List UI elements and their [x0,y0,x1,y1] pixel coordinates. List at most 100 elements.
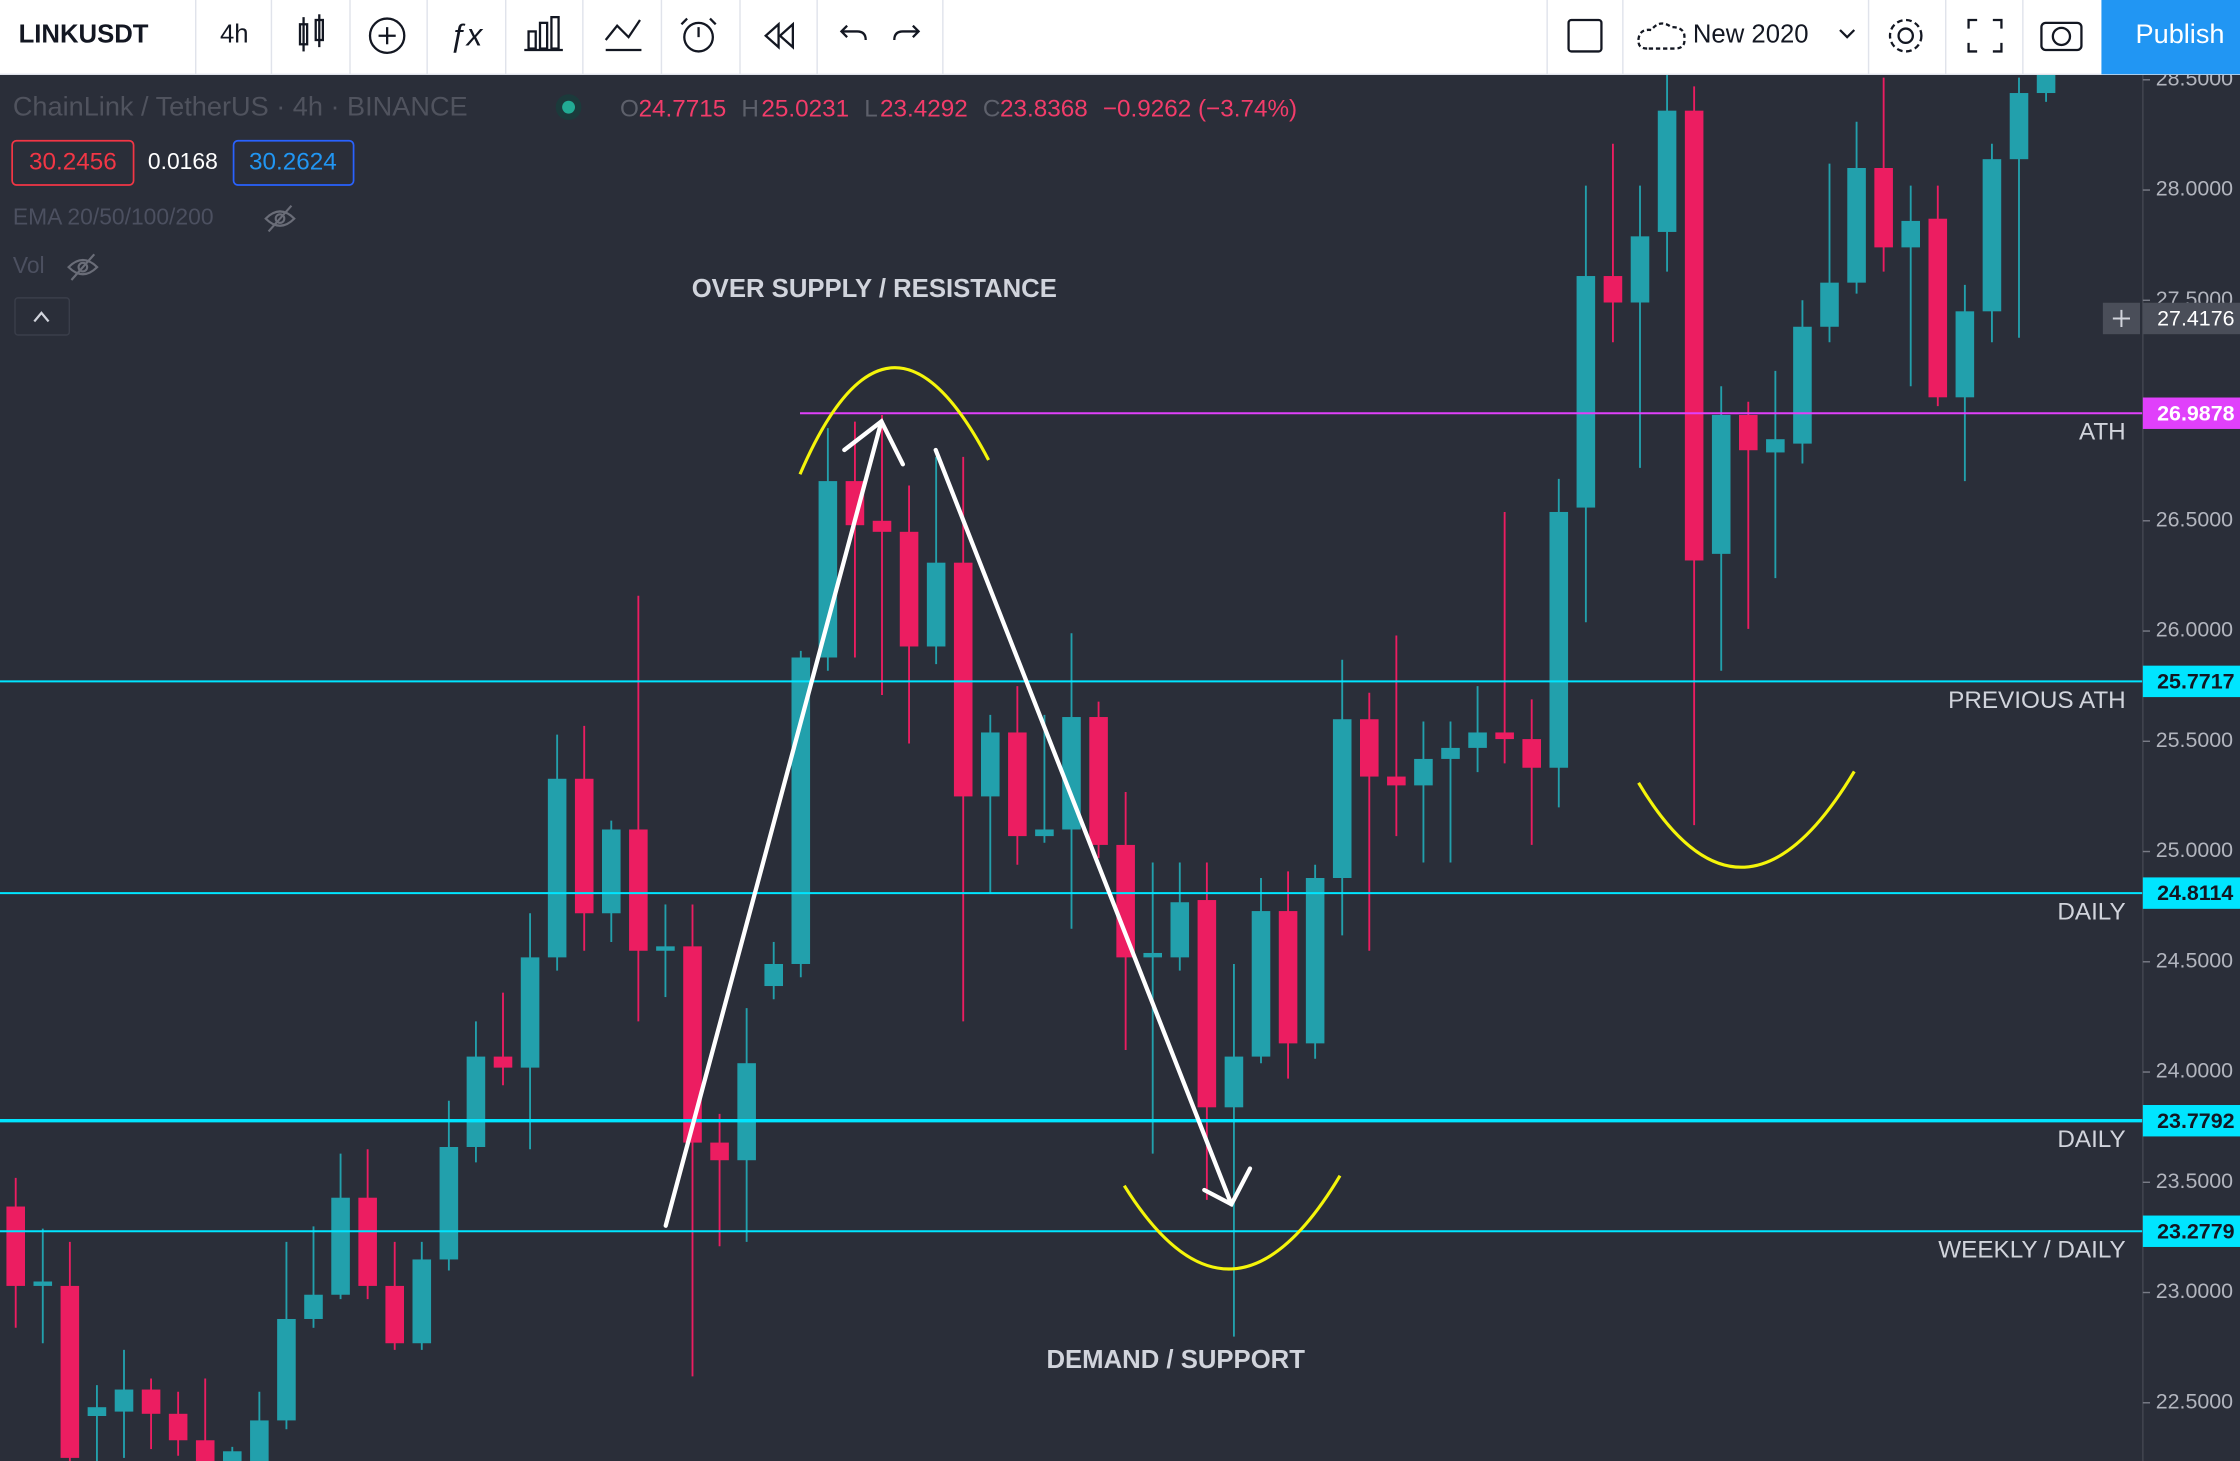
fullscreen-icon[interactable] [1967,18,2003,53]
ohlc-value: 23.4292 [880,95,968,122]
collapse-icon[interactable] [33,311,50,323]
y-tick-label: 23.0000 [2156,1279,2233,1303]
candle-body [6,1206,25,1286]
compare-icon[interactable] [368,17,406,54]
price-axis-labels: 22.5000 23.0000 23.5000 24.0000 24.5000 25.00… [2102,66,2240,1413]
candle-body [656,946,675,951]
price-axis [2142,74,2240,1461]
candle-body [168,1413,188,1441]
candle-body [520,957,540,1068]
candle-body [1955,311,1975,398]
y-tick-label: 24.5000 [2156,948,2233,972]
candles-icon[interactable] [298,14,324,52]
ask[interactable]: 30.2624 [249,148,337,175]
separators [195,0,2024,75]
candle-body [1116,844,1135,958]
ask-box[interactable] [232,139,355,186]
candle-body [737,1063,756,1161]
candle-body [223,1451,242,1461]
layout-icon[interactable] [1567,18,1603,53]
candle-body [547,778,567,958]
bottom-arc [1122,1174,1342,1271]
y-tick-label: 28.0000 [2156,177,2233,201]
candle-body [466,1056,486,1148]
top-arc [798,366,990,475]
change: −0.9262 (−3.74%) [1103,95,1297,122]
candle-body [1251,911,1271,1057]
candle-body [818,481,838,658]
up-arrow [663,419,884,1228]
ohlc-key: L [864,95,878,122]
candle-body [764,963,783,987]
snapshot-icon[interactable] [2040,21,2083,52]
symbol[interactable]: LINKUSDT [19,21,149,49]
replay-icon[interactable] [763,21,794,50]
candle-body [872,520,892,532]
layout-name[interactable]: New 2020 [1693,21,1809,49]
hide-icon[interactable] [264,205,296,233]
up-arrow-head [842,418,905,467]
candle-body [1793,326,1812,444]
candle-body [1982,159,2002,312]
candle-body [195,1440,215,1461]
candle-body [1224,1056,1244,1108]
candle-body [1468,732,1487,748]
indicators-icon[interactable]: ƒx [449,17,483,52]
bid-box[interactable] [11,139,135,186]
candle-body [1739,414,1758,451]
candle-body [1928,218,1948,398]
toolbar [0,0,2240,75]
candle-body [1820,282,1839,327]
candle-body [1197,900,1217,1108]
candle-body [845,481,865,526]
interval[interactable]: 4h [220,21,249,49]
annotation: DEMAND / SUPPORT [1046,1346,1305,1374]
collapse-button[interactable] [14,297,70,336]
spread: 0.0168 [148,148,218,174]
level-price: 24.8114 [2157,881,2233,905]
candle-body [1630,236,1650,303]
candle-body [1278,911,1298,1044]
publish-label[interactable]: Publish [2136,18,2225,49]
candle-body [683,946,702,1143]
candle-body [574,778,594,914]
settings-icon[interactable] [1888,18,1923,53]
candle-body [385,1285,404,1344]
ohlc-value: 25.0231 [761,95,849,122]
candle-body [331,1197,350,1295]
candle-body [1874,167,1893,248]
candle-body [629,829,648,951]
candle-body [1143,952,1162,958]
redo-icon [893,24,921,41]
candle-body [1387,776,1406,786]
bid[interactable]: 30.2456 [29,148,117,175]
candle-body [1360,719,1379,777]
alert-icon[interactable] [680,17,717,53]
level-price: 26.9878 [2157,401,2234,425]
candle-body [899,531,919,647]
publish-button[interactable] [2101,0,2240,75]
dropdown-icon[interactable] [1839,29,1856,39]
candle-body [60,1285,80,1458]
candle-body [1035,829,1054,837]
hide-icon[interactable] [67,253,99,281]
candle-body [1657,110,1677,232]
right-arc [1637,770,1856,869]
level-name: PREVIOUS ATH [1948,687,2126,714]
level-name: DAILY [2057,899,2125,926]
candle-body [1684,110,1704,561]
y-tick-label: 22.5000 [2156,1389,2233,1413]
candle-body [1305,877,1325,1044]
templates-icon[interactable] [524,15,563,52]
candle-body [1495,732,1514,740]
financials-icon[interactable] [604,19,642,52]
cloud-icon[interactable] [1637,22,1686,50]
y-tick-label: 25.5000 [2156,728,2233,752]
undo-icon[interactable] [839,24,867,41]
candle-body [710,1142,729,1161]
candle-body [981,732,1000,797]
candle-body [114,1389,134,1412]
indicator: EMA 20/50/100/200 [13,204,214,230]
candle-body [1441,747,1460,759]
y-tick-label: 26.5000 [2156,507,2233,531]
